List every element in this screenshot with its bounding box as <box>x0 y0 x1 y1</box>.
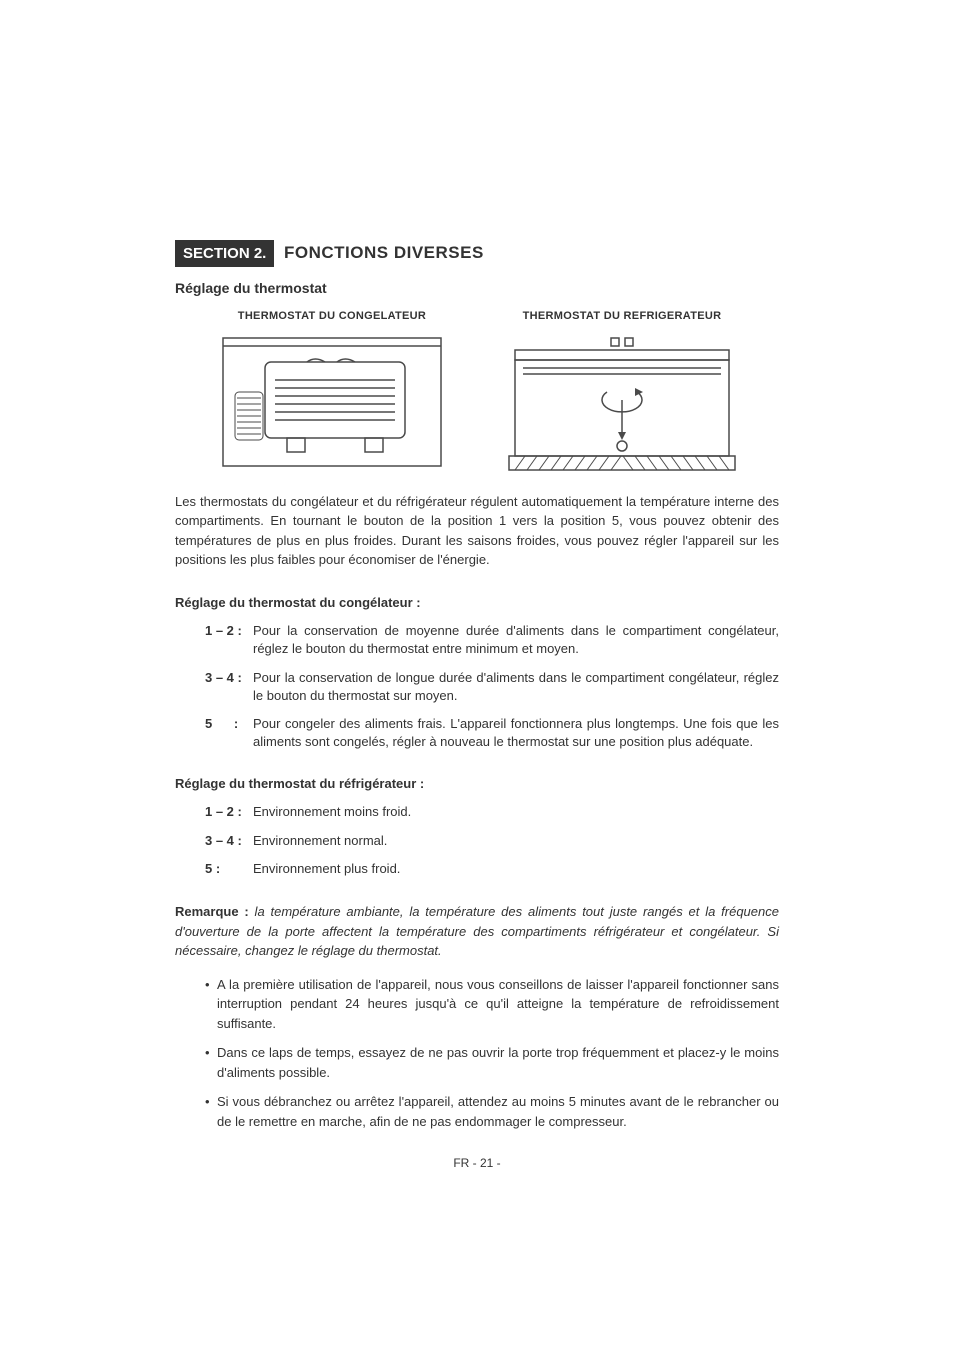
bullet-text: Si vous débranchez ou arrêtez l'appareil… <box>217 1092 779 1131</box>
figure-fridge: THERMOSTAT DU REFRIGERATEUR <box>507 309 737 472</box>
freezer-thermostat-diagram <box>217 332 447 472</box>
bullet-icon: • <box>205 1043 217 1082</box>
bullet-text: A la première utilisation de l'appareil,… <box>217 975 779 1034</box>
setting-text: Environnement normal. <box>253 832 779 850</box>
subtitle: Réglage du thermostat <box>175 279 779 299</box>
setting-text: Environnement moins froid. <box>253 803 779 821</box>
section-badge: SECTION 2. <box>175 240 274 267</box>
freezer-heading: Réglage du thermostat du congélateur : <box>175 594 779 612</box>
fridge-settings: Réglage du thermostat du réfrigérateur :… <box>175 775 779 878</box>
list-item: 1 – 2 : Environnement moins froid. <box>205 803 779 821</box>
setting-label: 1 – 2 : <box>205 622 253 658</box>
list-item: 3 – 4 : Pour la conservation de longue d… <box>205 669 779 705</box>
freezer-list: 1 – 2 : Pour la conservation de moyenne … <box>205 622 779 751</box>
setting-text: Pour la conservation de moyenne durée d'… <box>253 622 779 658</box>
setting-label: 5 : <box>205 860 253 878</box>
freezer-settings: Réglage du thermostat du congélateur : 1… <box>175 594 779 751</box>
setting-text: Pour la conservation de longue durée d'a… <box>253 669 779 705</box>
list-item: 3 – 4 : Environnement normal. <box>205 832 779 850</box>
setting-text: Pour congeler des aliments frais. L'appa… <box>253 715 779 751</box>
setting-label: 1 – 2 : <box>205 803 253 821</box>
list-item: • Dans ce laps de temps, essayez de ne p… <box>205 1043 779 1082</box>
bullet-icon: • <box>205 975 217 1034</box>
fridge-thermostat-diagram <box>507 332 737 472</box>
list-item: 5 : Pour congeler des aliments frais. L'… <box>205 715 779 751</box>
setting-label: 3 – 4 : <box>205 832 253 850</box>
remark: Remarque : la température ambiante, la t… <box>175 902 779 961</box>
list-item: • Si vous débranchez ou arrêtez l'appare… <box>205 1092 779 1131</box>
section-header: SECTION 2. FONCTIONS DIVERSES <box>175 240 779 267</box>
setting-label: 3 – 4 : <box>205 669 253 705</box>
figure-freezer-caption: THERMOSTAT DU CONGELATEUR <box>217 309 447 324</box>
intro-paragraph: Les thermostats du congélateur et du réf… <box>175 492 779 570</box>
bullet-list: • A la première utilisation de l'apparei… <box>205 975 779 1132</box>
fridge-heading: Réglage du thermostat du réfrigérateur : <box>175 775 779 793</box>
figure-freezer: THERMOSTAT DU CONGELATEUR <box>217 309 447 472</box>
list-item: 1 – 2 : Pour la conservation de moyenne … <box>205 622 779 658</box>
section-title: FONCTIONS DIVERSES <box>284 243 484 262</box>
remark-body: la température ambiante, la température … <box>175 904 779 958</box>
figure-fridge-caption: THERMOSTAT DU REFRIGERATEUR <box>507 309 737 324</box>
page-footer: FR - 21 - <box>175 1155 779 1172</box>
setting-label: 5 : <box>205 715 253 751</box>
remark-label: Remarque : <box>175 904 249 919</box>
list-item: 5 : Environnement plus froid. <box>205 860 779 878</box>
bullet-text: Dans ce laps de temps, essayez de ne pas… <box>217 1043 779 1082</box>
setting-text: Environnement plus froid. <box>253 860 779 878</box>
bullet-icon: • <box>205 1092 217 1131</box>
figures-row: THERMOSTAT DU CONGELATEUR <box>175 309 779 472</box>
list-item: • A la première utilisation de l'apparei… <box>205 975 779 1034</box>
fridge-list: 1 – 2 : Environnement moins froid. 3 – 4… <box>205 803 779 878</box>
